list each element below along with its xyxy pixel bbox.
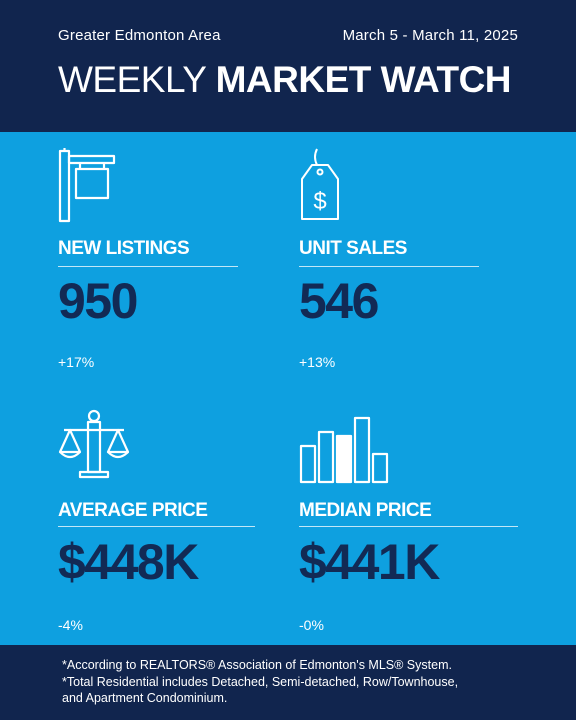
median-price-label: MEDIAN PRICE bbox=[299, 500, 432, 521]
unit-sales-label: UNIT SALES bbox=[299, 238, 407, 259]
bar-chart-icon bbox=[299, 416, 389, 484]
price-tag-icon: $ bbox=[301, 148, 339, 220]
average-price-divider bbox=[58, 526, 255, 527]
median-price-divider bbox=[299, 526, 518, 527]
unit-sales-divider bbox=[299, 266, 479, 267]
region-label: Greater Edmonton Area bbox=[58, 27, 221, 44]
footer-residential-note: *Total Residential includes Detached, Se… bbox=[62, 675, 459, 689]
median-price-change: -0% bbox=[299, 617, 324, 633]
title-bold: MARKET WATCH bbox=[215, 59, 512, 100]
footer-source-note: *According to REALTORS® Association of E… bbox=[62, 658, 452, 672]
new-listings-divider bbox=[58, 266, 238, 267]
new-listings-change: +17% bbox=[58, 354, 95, 370]
page-title: WEEKLY MARKET WATCH bbox=[58, 58, 512, 102]
footer: *According to REALTORS® Association of E… bbox=[0, 645, 576, 720]
stat-unit-sales: $ UNIT SALES 546 +13% bbox=[299, 145, 519, 375]
unit-sales-change: +13% bbox=[299, 354, 336, 370]
svg-text:$: $ bbox=[313, 188, 326, 215]
stat-new-listings: NEW LISTINGS 950 +17% bbox=[58, 145, 278, 375]
unit-sales-value: 546 bbox=[299, 273, 379, 329]
median-price-value: $441K bbox=[299, 534, 440, 590]
stat-average-price: AVERAGE PRICE $448K -4% bbox=[58, 408, 278, 638]
average-price-value: $448K bbox=[58, 534, 199, 590]
title-light: WEEKLY bbox=[58, 59, 216, 100]
average-price-label: AVERAGE PRICE bbox=[58, 500, 208, 521]
date-range: March 5 - March 11, 2025 bbox=[342, 27, 518, 44]
scales-icon bbox=[58, 409, 130, 479]
header: Greater Edmonton Area March 5 - March 11… bbox=[0, 0, 576, 132]
stat-median-price: MEDIAN PRICE $441K -0% bbox=[299, 408, 519, 638]
new-listings-label: NEW LISTINGS bbox=[58, 238, 190, 259]
average-price-change: -4% bbox=[58, 617, 83, 633]
footer-residential-note-cont: and Apartment Condominium. bbox=[62, 691, 228, 705]
new-listings-value: 950 bbox=[58, 273, 138, 329]
for-sale-sign-icon bbox=[58, 148, 116, 223]
